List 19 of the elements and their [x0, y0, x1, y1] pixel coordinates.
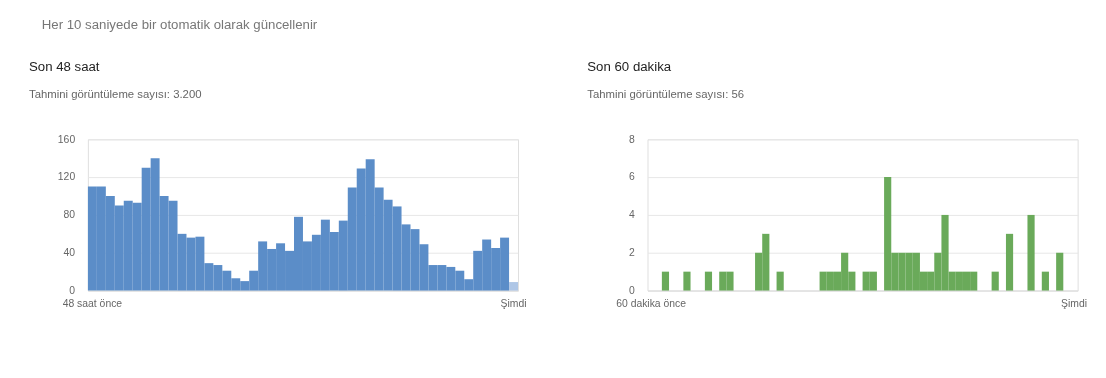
text: Her 10 saniyede bir otomatik olarak güncellenir [41, 17, 318, 33]
chart-subtitle: Tahmini görüntüleme sayısı: 56 [587, 87, 745, 100]
y-tick-label: 4 [628, 209, 635, 221]
x-tick-label: Şimdi [500, 298, 527, 310]
y-tick-label: 40 [63, 247, 76, 259]
x-tick-label: 60 dakika önce [616, 298, 687, 310]
y-tick-label: 80 [63, 209, 76, 221]
y-tick-label: 6 [628, 171, 635, 183]
y-tick-label: 2 [628, 247, 635, 259]
chart-subtitle: Tahmini görüntüleme sayısı: 3.200 [28, 87, 202, 100]
y-tick-label: 0 [628, 284, 635, 296]
y-tick-label: 160 [57, 133, 76, 145]
y-tick-label: 0 [69, 284, 76, 296]
y-tick-label: 120 [57, 171, 76, 183]
y-tick-label: 8 [628, 133, 635, 145]
x-tick-label: Şimdi [1061, 298, 1088, 310]
chart-title: Son 60 dakika [587, 59, 672, 75]
x-tick-label: 48 saat önce [62, 298, 123, 310]
chart-title: Son 48 saat [28, 59, 100, 75]
